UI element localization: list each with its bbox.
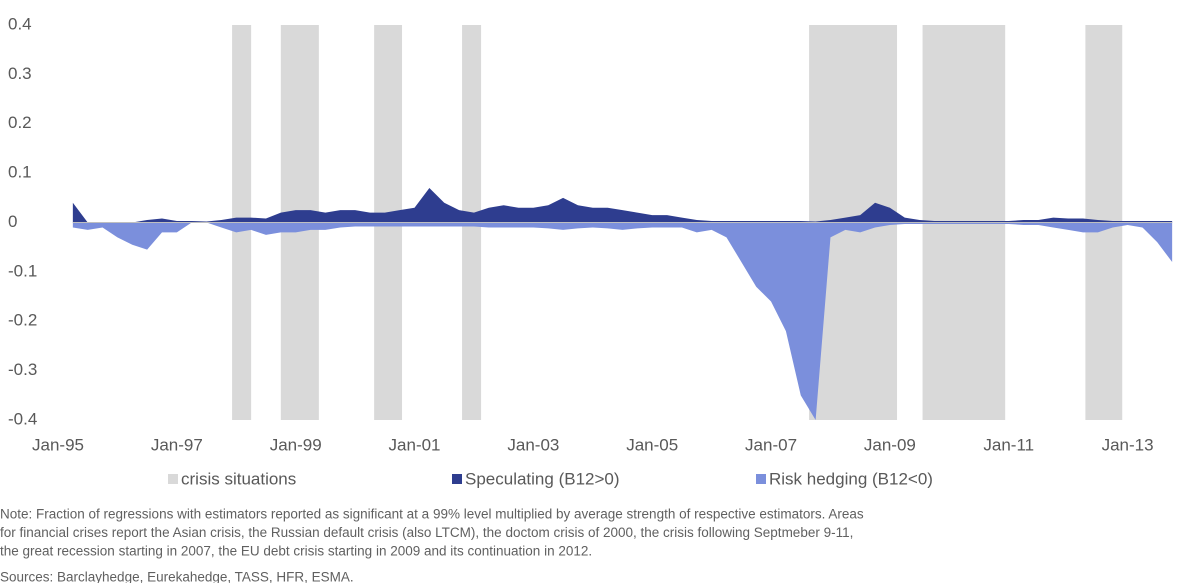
x-tick-label: Jan-99 bbox=[270, 435, 322, 454]
note-line: the great recession starting in 2007, th… bbox=[0, 544, 592, 559]
y-tick-label: 0.2 bbox=[8, 113, 32, 132]
area bbox=[72, 187, 1173, 223]
legend-label: Speculating (B12>0) bbox=[465, 469, 620, 488]
y-tick-label: -0.3 bbox=[8, 360, 37, 379]
legend-label: crisis situations bbox=[181, 469, 296, 488]
y-tick-label: -0.1 bbox=[8, 261, 37, 280]
y-tick-label: -0.2 bbox=[8, 311, 37, 330]
y-tick-label: 0.3 bbox=[8, 64, 32, 83]
x-tick-label: Jan-97 bbox=[151, 435, 203, 454]
x-tick-label: Jan-13 bbox=[1102, 435, 1154, 454]
x-tick-label: Jan-01 bbox=[389, 435, 441, 454]
x-tick-label: Jan-07 bbox=[745, 435, 797, 454]
y-tick-label: 0.1 bbox=[8, 163, 32, 182]
x-tick-label: Jan-03 bbox=[507, 435, 559, 454]
legend-swatch bbox=[756, 474, 766, 484]
legend-swatch bbox=[168, 474, 178, 484]
y-tick-label: -0.4 bbox=[8, 409, 37, 428]
y-tick-label: 0 bbox=[8, 212, 17, 231]
legend-label: Risk hedging (B12<0) bbox=[769, 469, 933, 488]
y-tick-label: 0.4 bbox=[8, 14, 32, 33]
x-tick-label: Jan-09 bbox=[864, 435, 916, 454]
source-note: Sources: Barclayhedge, Eurekahedge, TASS… bbox=[0, 570, 354, 583]
x-tick-label: Jan-05 bbox=[626, 435, 678, 454]
x-tick-label: Jan-95 bbox=[32, 435, 84, 454]
note-line: Note: Fraction of regressions with estim… bbox=[0, 507, 864, 522]
legend-swatch bbox=[452, 474, 462, 484]
note-line: for financial crises report the Asian cr… bbox=[0, 525, 853, 540]
x-tick-label: Jan-11 bbox=[983, 435, 1034, 454]
